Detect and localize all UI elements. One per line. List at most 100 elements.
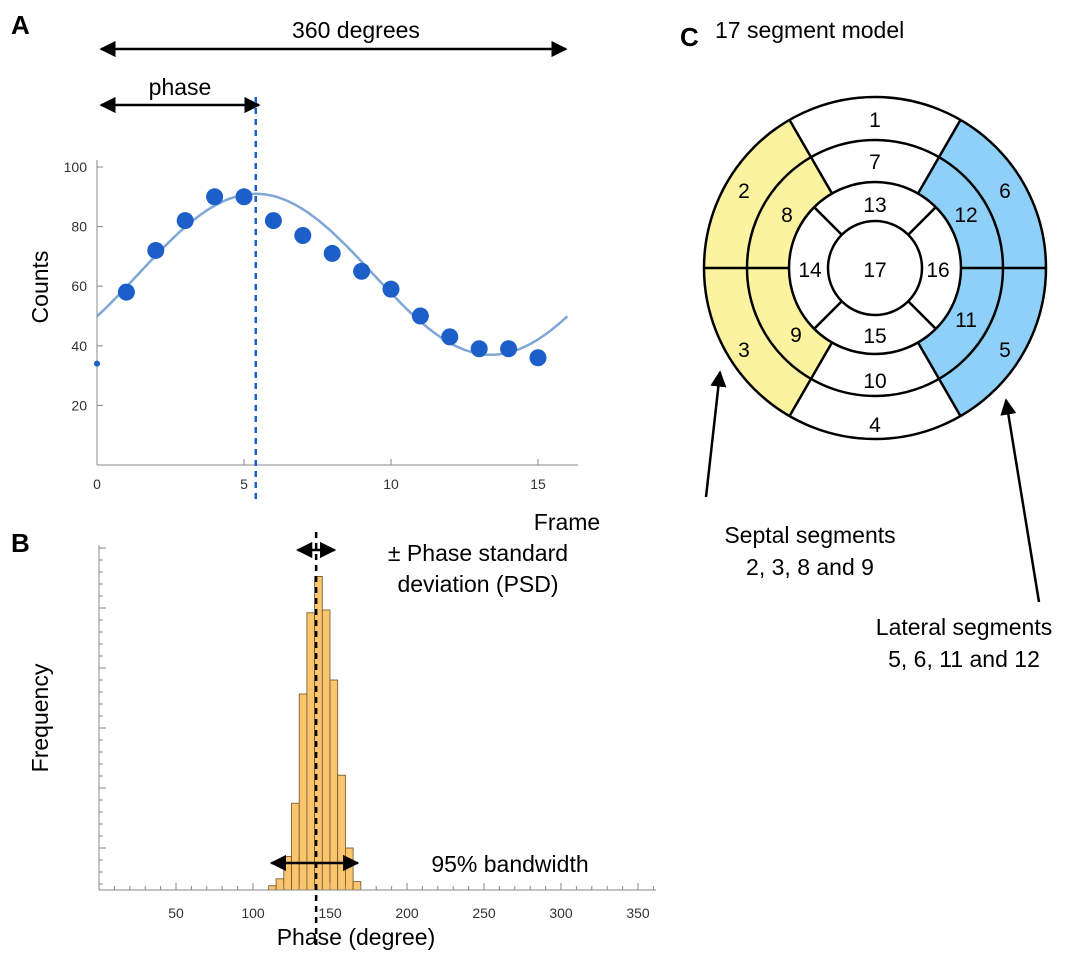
panel-c-title: 17 segment model xyxy=(715,17,904,43)
segment-label: 11 xyxy=(955,309,977,332)
data-point xyxy=(264,212,282,230)
segment-divider xyxy=(907,300,937,330)
data-point xyxy=(147,241,165,259)
segment-label: 15 xyxy=(863,325,886,348)
septal-label-line2: 2, 3, 8 and 9 xyxy=(746,554,874,580)
data-point xyxy=(529,349,547,367)
histogram-bar xyxy=(352,881,362,891)
segment-label: 7 xyxy=(869,151,881,174)
span-label: 360 degrees xyxy=(292,17,420,43)
y-axis-label: Counts xyxy=(27,251,53,324)
lateral-pointer-arrow xyxy=(1000,398,1041,603)
segment-label: 6 xyxy=(999,180,1011,203)
y-tick-label: 20 xyxy=(71,397,87,413)
histogram-bar xyxy=(298,693,308,891)
x-axis-label: Frame xyxy=(534,509,600,535)
x-tick-label: 5 xyxy=(240,476,248,492)
x-tick-label: 10 xyxy=(383,476,399,492)
data-point xyxy=(176,212,194,230)
data-point xyxy=(382,280,400,298)
panel-b-letter: B xyxy=(11,528,30,558)
x-tick-label: 100 xyxy=(241,905,265,921)
histogram-bar xyxy=(283,856,292,891)
data-point xyxy=(411,307,429,325)
histogram-bar xyxy=(306,612,315,891)
segment-divider xyxy=(907,206,937,236)
y-tick-label: 60 xyxy=(71,278,87,294)
lateral-label-line1: Lateral segments xyxy=(876,614,1052,640)
segment-divider xyxy=(813,300,843,330)
segment-divider xyxy=(788,119,834,195)
x-tick-label: 250 xyxy=(472,905,496,921)
segment-label: 9 xyxy=(790,324,802,347)
data-point xyxy=(294,227,312,245)
panel-b: B Frequency 50 100 150 200 250 300 350 ± Phase… xyxy=(11,528,656,950)
data-point xyxy=(117,283,135,301)
histogram-bar xyxy=(275,878,285,891)
x-minor-ticks xyxy=(98,883,654,890)
histogram-bar xyxy=(344,847,354,891)
data-point xyxy=(206,188,224,206)
histogram-bar xyxy=(321,609,331,891)
histogram-bar xyxy=(267,885,277,891)
data-point xyxy=(500,340,518,358)
x-tick-label: 0 xyxy=(93,476,101,492)
y-tick-labels: 20 40 60 80 100 xyxy=(64,159,103,413)
segment-label: 12 xyxy=(954,204,977,227)
segment-label: 16 xyxy=(926,259,949,282)
segment-label: 5 xyxy=(999,339,1011,362)
data-point xyxy=(353,262,371,280)
septal-label-line1: Septal segments xyxy=(724,522,895,548)
x-tick-label: 150 xyxy=(318,905,342,921)
data-point xyxy=(94,360,100,367)
y-tick-label: 80 xyxy=(71,219,87,235)
y-tick-label: 40 xyxy=(71,338,87,354)
segment-label: 3 xyxy=(738,339,750,362)
psd-label-line2: deviation (PSD) xyxy=(397,571,558,597)
x-tick-label: 200 xyxy=(395,905,419,921)
histogram-bars xyxy=(267,576,362,891)
x-tick-label: 50 xyxy=(168,905,184,921)
x-tick-label: 350 xyxy=(626,905,650,921)
lateral-label-line2: 5, 6, 11 and 12 xyxy=(888,646,1040,672)
data-points xyxy=(94,188,547,367)
psd-label-line1: ± Phase standard xyxy=(388,540,568,566)
data-point xyxy=(441,328,459,346)
x-tick-label: 15 xyxy=(530,476,546,492)
x-tick-labels: 0 5 10 15 xyxy=(93,459,546,492)
data-point xyxy=(470,340,488,358)
segment-label: 2 xyxy=(738,180,750,203)
bullseye-ring xyxy=(826,219,924,317)
panel-c: C 17 segment model 123456789101112131415… xyxy=(680,17,1052,672)
segment-divider xyxy=(788,341,834,417)
panel-a: A 360 degrees phase 0 5 10 15 20 40 60 80 100 C… xyxy=(11,10,600,535)
segment-label: 1 xyxy=(869,109,881,132)
data-point xyxy=(235,188,253,206)
segment-label: 17 xyxy=(863,259,886,282)
x-axis-label: Phase (degree) xyxy=(277,924,436,950)
data-point xyxy=(323,244,341,262)
histogram-bar xyxy=(329,679,339,891)
y-axis-label: Frequency xyxy=(27,663,53,772)
segment-label: 14 xyxy=(798,259,822,282)
histogram-bar xyxy=(337,774,346,891)
fit-curve xyxy=(96,192,569,356)
segment-label: 13 xyxy=(863,194,886,217)
segment-divider xyxy=(813,206,843,236)
segment-label: 4 xyxy=(869,414,881,437)
segment-divider xyxy=(916,119,962,195)
segment-divider xyxy=(916,341,962,417)
panel-a-letter: A xyxy=(11,10,30,40)
y-minor-ticks xyxy=(99,547,106,885)
y-tick-label: 100 xyxy=(64,159,88,175)
septal-pointer-arrow xyxy=(704,370,727,498)
x-tick-label: 300 xyxy=(549,905,573,921)
panel-c-letter: C xyxy=(680,22,699,52)
segment-label: 8 xyxy=(781,204,793,227)
phase-label: phase xyxy=(149,74,212,100)
segment-label: 10 xyxy=(863,370,886,393)
histogram-bar xyxy=(291,802,300,891)
x-tick-labels: 50 100 150 200 250 300 350 xyxy=(168,905,650,921)
